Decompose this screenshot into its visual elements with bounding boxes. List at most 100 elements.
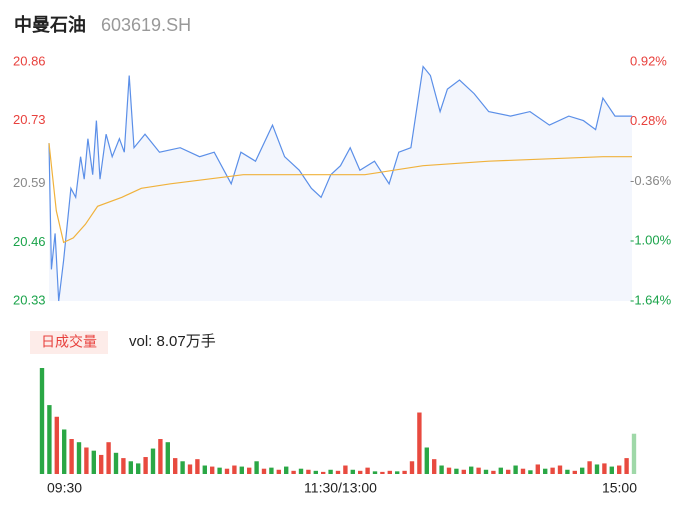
- volume-bar: [62, 429, 67, 474]
- volume-bar: [446, 467, 452, 474]
- volume-bar: [498, 467, 503, 474]
- volume-bar: [454, 468, 459, 474]
- price-area: [49, 66, 632, 301]
- volume-bar: [99, 454, 104, 474]
- volume-bar: [461, 469, 466, 474]
- volume-bar: [106, 442, 111, 474]
- x-tick-label: 09:30: [47, 480, 82, 496]
- volume-bar: [150, 448, 156, 474]
- volume-bar: [180, 461, 185, 474]
- volume-bar: [432, 459, 437, 474]
- volume-bar: [306, 469, 311, 474]
- volume-bar: [572, 470, 577, 474]
- price-panel: 20.86 20.73 20.59 20.46 20.33 0.92% 0.28% -0.36…: [13, 53, 672, 495]
- stock-code: 603619.SH: [101, 15, 191, 35]
- price-line: [48, 65, 632, 302]
- y-tick-label: 20.46: [13, 234, 46, 249]
- volume-bar: [217, 467, 222, 474]
- volume-total: vol: 8.07万手: [129, 333, 216, 350]
- volume-bar: [372, 471, 378, 474]
- volume-bar: [350, 469, 355, 474]
- volume-label-box: [30, 331, 108, 354]
- volume-bar: [247, 467, 252, 474]
- volume-bar: [439, 465, 444, 474]
- y-tick-label: 20.73: [13, 112, 46, 127]
- volume-bar: [202, 465, 207, 474]
- volume-bar: [535, 464, 540, 474]
- volume-bar: [313, 470, 318, 474]
- volume-bar: [565, 469, 570, 474]
- y-tick-label: 20.86: [13, 53, 46, 68]
- volume-bar: [84, 447, 89, 474]
- volume-bar: [143, 457, 148, 474]
- volume-bar: [380, 471, 385, 474]
- volume-bar: [328, 469, 333, 474]
- volume-bar: [520, 468, 526, 474]
- volume-bar: [39, 368, 45, 474]
- volume-bar: [469, 466, 474, 474]
- volume-bar: [47, 405, 52, 474]
- volume-bar: [187, 464, 193, 474]
- volume-bar: [276, 469, 281, 474]
- volume-bar: [587, 461, 592, 474]
- x-tick-label: 11:30/13:00: [304, 480, 377, 496]
- y2-tick-label: -1.00%: [630, 233, 672, 248]
- y-tick-label: 20.33: [13, 292, 46, 307]
- volume-bar: [173, 458, 178, 474]
- volume-bar: [321, 471, 326, 474]
- volume-bar: [543, 468, 548, 474]
- volume-bar: [224, 468, 230, 474]
- volume-bar: [528, 470, 533, 474]
- volume-label: 日成交量: [41, 334, 97, 350]
- volume-bar: [121, 458, 126, 474]
- volume-bar: [113, 452, 119, 474]
- volume-bar: [232, 465, 237, 474]
- volume-bar: [158, 439, 163, 474]
- volume-bar: [343, 465, 348, 474]
- x-tick-label: 15:00: [602, 480, 637, 496]
- volume-bar: [387, 470, 392, 474]
- volume-bar: [128, 461, 133, 474]
- volume-bar: [476, 467, 481, 474]
- volume-bar: [417, 412, 422, 474]
- y2-tick-label: 0.28%: [630, 113, 667, 128]
- volume-bar: [254, 461, 259, 474]
- avg-line: [48, 143, 632, 244]
- y2-tick-label: 0.92%: [630, 53, 667, 68]
- y-tick-label: 20.59: [13, 175, 46, 190]
- volume-bar: [165, 442, 170, 474]
- volume-bar: [335, 470, 341, 474]
- volume-bar: [210, 466, 215, 474]
- volume-bar: [239, 466, 244, 474]
- volume-bar: [69, 439, 74, 474]
- volume-bar: [624, 458, 629, 474]
- volume-bar: [269, 467, 274, 474]
- volume-bar: [491, 470, 496, 474]
- volume-bar: [617, 465, 622, 474]
- volume-bar: [284, 466, 289, 474]
- volume-bar: [358, 470, 363, 474]
- volume-bar: [609, 466, 614, 474]
- volume-bar: [594, 464, 600, 474]
- volume-bar: [550, 467, 555, 474]
- volume-bar: [365, 467, 370, 474]
- volume-bar: [298, 468, 304, 474]
- volume-bar: [409, 461, 415, 474]
- volume-bar: [424, 447, 429, 474]
- volume-bar: [136, 463, 141, 474]
- volume-bar: [402, 470, 407, 474]
- stock-name: 中曼石油: [14, 14, 86, 35]
- volume-bar: [261, 468, 267, 474]
- volume-bar: [513, 465, 518, 474]
- volume-bar: [76, 442, 82, 474]
- volume-bar: [483, 469, 489, 474]
- volume-bar: [291, 470, 296, 474]
- volume-bar: [395, 471, 400, 474]
- volume-bar: [580, 467, 585, 474]
- volume-panel: [39, 368, 637, 474]
- volume-bar: [91, 450, 96, 474]
- y2-tick-label: -0.36%: [630, 173, 672, 188]
- volume-bar: [506, 469, 511, 474]
- volume-bar: [602, 463, 607, 474]
